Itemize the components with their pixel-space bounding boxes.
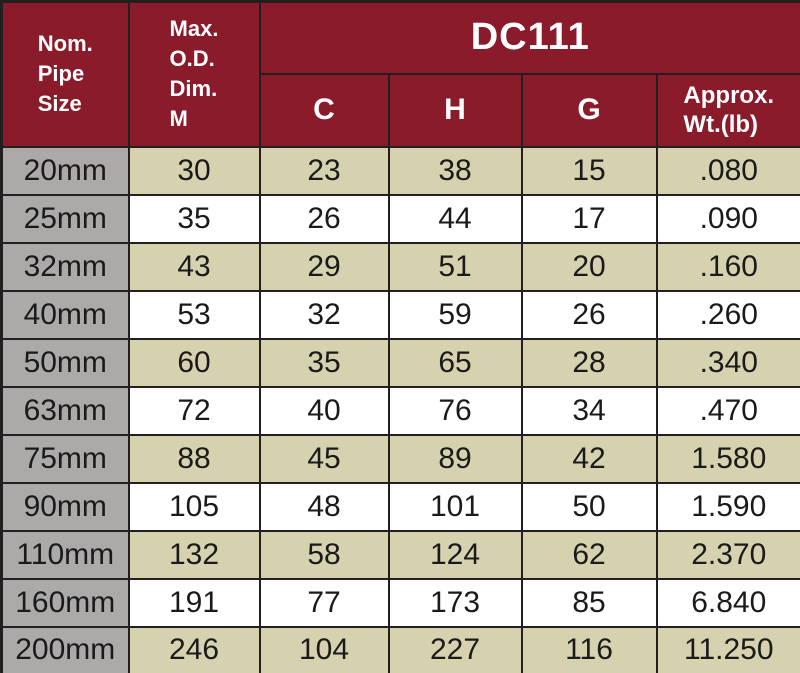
- table-body: 20mm 30 23 38 15.080 25mm 35 26 44 17.090 32mm 43 29…: [0, 145, 800, 673]
- cell-g: 42: [520, 433, 658, 484]
- cell-c: 77: [258, 577, 390, 628]
- cell-h: 65: [387, 337, 523, 388]
- cell-c: 104: [258, 625, 390, 673]
- cell-h: 38: [387, 145, 523, 196]
- cell-m: 43: [127, 241, 261, 292]
- cell-c: 35: [258, 337, 390, 388]
- cell-pipe-size: 40mm: [0, 289, 130, 340]
- cell-m: 30: [127, 145, 261, 196]
- cell-wt: .260: [655, 289, 800, 340]
- cell-h: 59: [387, 289, 523, 340]
- header-row-top: Nom. Pipe Size Max. O.D. Dim. M DC111: [0, 0, 800, 148]
- cell-g: 62: [520, 529, 658, 580]
- cell-g: 85: [520, 577, 658, 628]
- cell-pipe-size: 160mm: [0, 577, 130, 628]
- cell-h: 89: [387, 433, 523, 484]
- cell-g: 28: [520, 337, 658, 388]
- table-header: Nom. Pipe Size Max. O.D. Dim. M DC111 C …: [0, 0, 800, 148]
- cell-m: 53: [127, 289, 261, 340]
- table-row: 25mm 35 26 44 17.090: [0, 193, 800, 244]
- cell-wt: 1.580: [655, 433, 800, 484]
- cell-wt: 1.590: [655, 481, 800, 532]
- cell-wt: .090: [655, 193, 800, 244]
- header-nom-pipe-size: Nom. Pipe Size: [0, 0, 130, 148]
- cell-h: 173: [387, 577, 523, 628]
- cell-g: 116: [520, 625, 658, 673]
- cell-g: 17: [520, 193, 658, 244]
- table-row: 63mm 72 40 76 34.470: [0, 385, 800, 436]
- cell-wt: .470: [655, 385, 800, 436]
- header-col-approx-wt: Approx. Wt.(lb): [655, 72, 800, 148]
- cell-wt: 2.370: [655, 529, 800, 580]
- table-row: 20mm 30 23 38 15.080: [0, 145, 800, 196]
- cell-h: 227: [387, 625, 523, 673]
- cell-h: 76: [387, 385, 523, 436]
- cell-pipe-size: 32mm: [0, 241, 130, 292]
- cell-m: 60: [127, 337, 261, 388]
- cell-g: 34: [520, 385, 658, 436]
- header-col-h: H: [387, 72, 523, 148]
- cell-c: 45: [258, 433, 390, 484]
- cell-c: 32: [258, 289, 390, 340]
- cell-c: 23: [258, 145, 390, 196]
- header-row-sub: C H G Approx. Wt.(lb): [2, 72, 800, 148]
- table-row: 160mm 191 77 173 85 6.840: [0, 577, 800, 628]
- cell-wt: 11.250: [655, 625, 800, 673]
- table-row: 75mm 88 45 89 42 1.580: [0, 433, 800, 484]
- table-row: 110mm 132 58 124 62 2.370: [0, 529, 800, 580]
- cell-wt: .340: [655, 337, 800, 388]
- cell-c: 48: [258, 481, 390, 532]
- cell-m: 132: [127, 529, 261, 580]
- cell-pipe-size: 110mm: [0, 529, 130, 580]
- header-group-dc111: DC111: [258, 0, 800, 75]
- cell-m: 72: [127, 385, 261, 436]
- cell-m: 246: [127, 625, 261, 673]
- cell-g: 15: [520, 145, 658, 196]
- table-row: 200mm 246 104 227 116 11.250: [0, 625, 800, 673]
- cell-pipe-size: 200mm: [0, 625, 130, 673]
- header-col-c: C: [258, 72, 390, 148]
- header-col-g: G: [520, 72, 658, 148]
- cell-wt: .080: [655, 145, 800, 196]
- cell-c: 29: [258, 241, 390, 292]
- cell-g: 26: [520, 289, 658, 340]
- cell-pipe-size: 63mm: [0, 385, 130, 436]
- cell-h: 101: [387, 481, 523, 532]
- cell-c: 26: [258, 193, 390, 244]
- cell-h: 124: [387, 529, 523, 580]
- header-col-approx-wt-label: Approx. Wt.(lb): [683, 82, 775, 138]
- cell-wt: .160: [655, 241, 800, 292]
- cell-m: 105: [127, 481, 261, 532]
- cell-m: 88: [127, 433, 261, 484]
- cell-pipe-size: 75mm: [0, 433, 130, 484]
- header-max-od-dim-m-label: Max. O.D. Dim. M: [169, 16, 219, 132]
- table-row: 32mm 43 29 51 20.160: [0, 241, 800, 292]
- cell-pipe-size: 90mm: [0, 481, 130, 532]
- cell-pipe-size: 25mm: [0, 193, 130, 244]
- cell-g: 50: [520, 481, 658, 532]
- header-nom-pipe-size-label: Nom. Pipe Size: [37, 31, 93, 117]
- cell-wt: 6.840: [655, 577, 800, 628]
- cell-m: 35: [127, 193, 261, 244]
- table-row: 50mm 60 35 65 28.340: [0, 337, 800, 388]
- cell-g: 20: [520, 241, 658, 292]
- cell-pipe-size: 50mm: [0, 337, 130, 388]
- cell-m: 191: [127, 577, 261, 628]
- cell-c: 58: [258, 529, 390, 580]
- table-row: 40mm 53 32 59 26.260: [0, 289, 800, 340]
- cell-h: 51: [387, 241, 523, 292]
- header-max-od-dim-m: Max. O.D. Dim. M: [127, 0, 261, 148]
- cell-pipe-size: 20mm: [0, 145, 130, 196]
- table-row: 90mm 105 48 101 50 1.590: [0, 481, 800, 532]
- cell-h: 44: [387, 193, 523, 244]
- cell-c: 40: [258, 385, 390, 436]
